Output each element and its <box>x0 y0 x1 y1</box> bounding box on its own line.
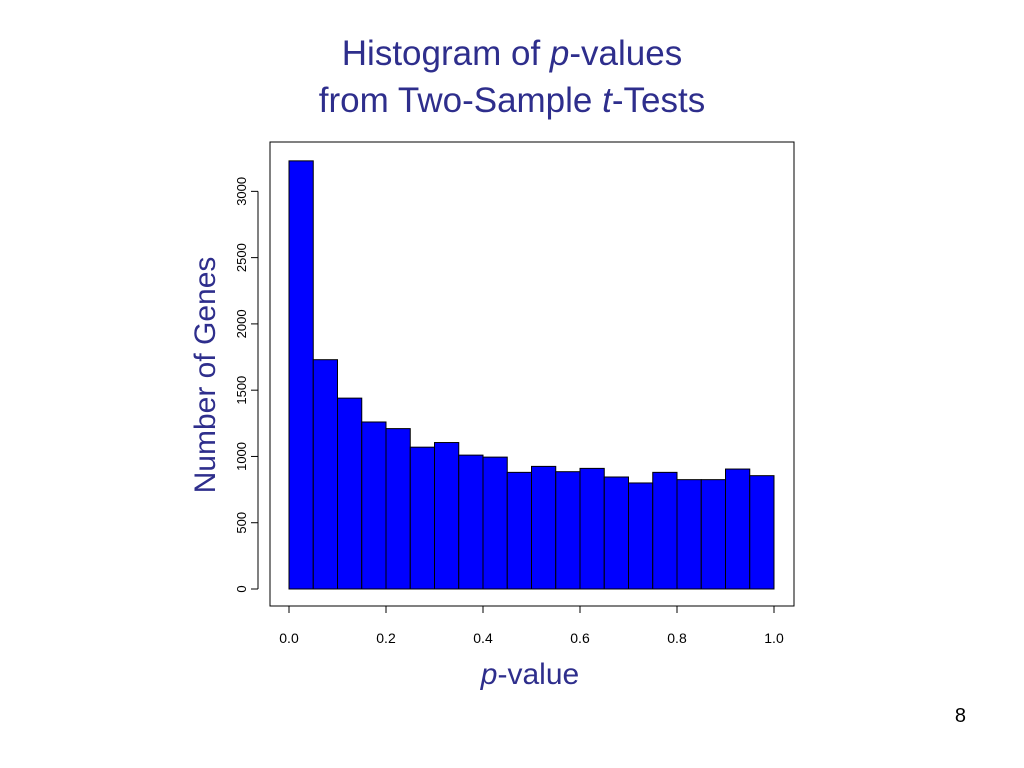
y-tick-label: 2000 <box>234 309 249 338</box>
title-line-1-rest: -values <box>569 34 683 73</box>
y-tick-label: 3000 <box>234 177 249 206</box>
bars-group <box>288 160 775 590</box>
histogram-bar <box>676 479 702 590</box>
x-tick-label: 0.0 <box>279 630 299 646</box>
histogram-bar <box>337 397 363 590</box>
title-line-2-rest: -Tests <box>611 81 706 120</box>
y-axis-label: Number of Genes <box>189 257 222 494</box>
x-axis-label-italic: p <box>480 658 498 691</box>
histogram-bar <box>506 471 532 590</box>
histogram-bar <box>652 471 678 590</box>
x-tick-label: 0.6 <box>570 630 590 646</box>
title-line-1-italic: p <box>549 34 570 73</box>
x-tick-label: 0.2 <box>376 630 396 646</box>
x-axis-label: p-value <box>480 658 579 691</box>
histogram-bar <box>531 465 557 590</box>
histogram-bar <box>434 442 460 590</box>
title-line-1: Histogram of p-values <box>0 30 1024 77</box>
title-line-2-prefix: from Two-Sample <box>318 81 603 120</box>
histogram-bar <box>409 446 435 590</box>
title-line-2: from Two-Sample t-Tests <box>0 77 1024 124</box>
histogram-bar <box>385 428 411 590</box>
y-tick-label: 2500 <box>234 243 249 272</box>
histogram-bar <box>749 475 775 590</box>
y-tick-label: 500 <box>234 512 249 534</box>
y-tick-label: 1000 <box>234 442 249 471</box>
histogram-bar <box>628 482 654 590</box>
chart-title: Histogram of p-values from Two-Sample t-… <box>0 30 1024 124</box>
y-tick-label: 0 <box>234 585 249 592</box>
title-line-2-italic: t <box>602 81 612 120</box>
histogram-bar <box>482 456 508 590</box>
x-axis: 0.0 0.2 0.4 0.6 0.8 1.0 <box>279 605 784 646</box>
histogram-bar <box>555 471 581 590</box>
page-number: 8 <box>954 705 966 727</box>
y-tick-label: 1500 <box>234 376 249 405</box>
histogram-bar <box>312 359 338 590</box>
x-tick-label: 0.8 <box>667 630 687 646</box>
histogram-bar <box>579 467 605 590</box>
x-tick-label: 1.0 <box>764 630 784 646</box>
histogram-bar <box>725 468 751 590</box>
histogram-bar <box>700 479 726 590</box>
title-line-1-prefix: Histogram of <box>341 34 550 73</box>
histogram-bar <box>458 454 484 590</box>
x-tick-label: 0.4 <box>473 630 493 646</box>
y-axis: 0 500 1000 1500 2000 2500 3000 <box>234 177 259 593</box>
x-axis-label-rest: -value <box>497 658 579 691</box>
histogram-bar <box>361 421 387 590</box>
histogram-bar <box>603 476 629 590</box>
histogram-bar <box>288 160 314 590</box>
